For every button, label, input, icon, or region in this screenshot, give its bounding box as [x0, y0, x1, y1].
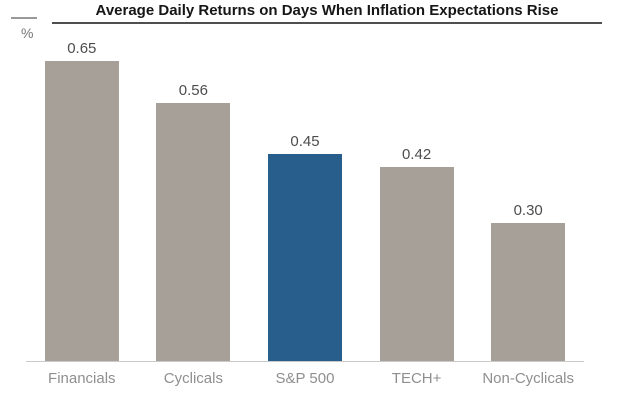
chart-title: Average Daily Returns on Days When Infla… [52, 2, 602, 24]
bar-financials [44, 61, 119, 361]
bar-column-cyclicals: 0.56 [138, 83, 250, 361]
plot-area: 0.65 0.56 0.45 0.42 0.30 [26, 0, 584, 362]
bar-non-cyclicals [491, 223, 566, 361]
category-label-s-p-500: S&P 500 [275, 370, 335, 387]
category-label-tech: TECH+ [391, 370, 442, 387]
bar-tech [379, 167, 454, 361]
category-label-cyclicals: Cyclicals [163, 370, 223, 387]
x-axis-labels: Financials Cyclicals S&P 500 TECH+ Non-Cycli… [26, 362, 584, 386]
bar-column-tech: 0.42 [361, 147, 473, 361]
value-label-cyclicals: 0.56 [178, 82, 208, 99]
value-label-tech: 0.42 [401, 146, 432, 163]
bar-column-s-p-500: 0.45 [249, 134, 361, 361]
value-label-s-p-500: 0.45 [290, 133, 320, 150]
bar-cyclicals [156, 103, 231, 361]
category-label-non-cyclicals: Non-Cyclicals [482, 370, 575, 387]
left-rule-dash [11, 17, 37, 19]
value-label-financials: 0.65 [67, 40, 97, 57]
bar-s-p-500 [267, 154, 342, 361]
bar-column-financials: 0.65 [26, 41, 138, 361]
category-label-financials: Financials [48, 370, 116, 387]
y-axis-unit-label: % [21, 25, 34, 41]
bar-column-non-cyclicals: 0.30 [472, 203, 584, 361]
value-label-non-cyclicals: 0.30 [513, 202, 543, 219]
